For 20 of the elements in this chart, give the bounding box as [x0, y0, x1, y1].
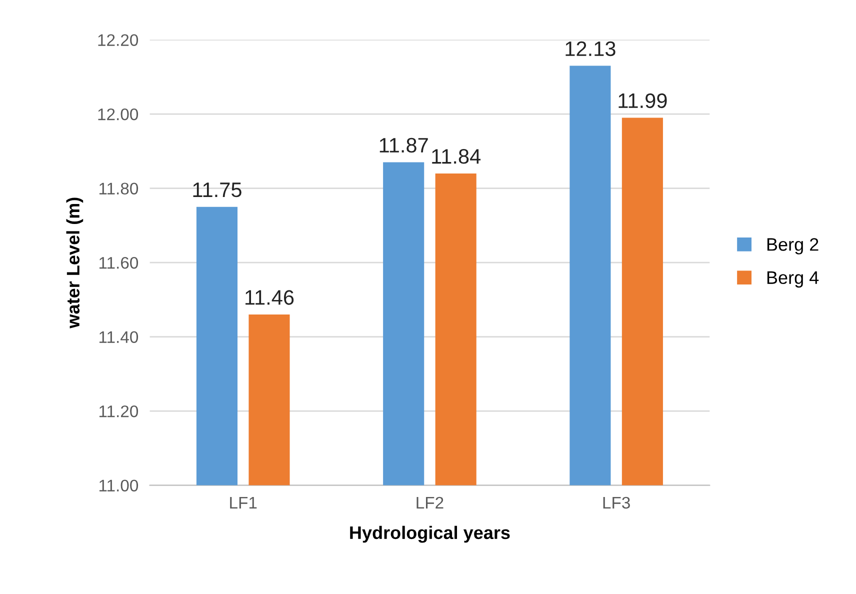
y-tick-label: 12.00 — [98, 108, 138, 120]
y-tick-label: 11.80 — [99, 182, 138, 194]
data-label: 11.87 — [380, 138, 428, 153]
x-tick-label: LF2 — [416, 496, 444, 508]
y-tick-label: 11.00 — [99, 480, 138, 492]
data-label: 11.99 — [618, 93, 667, 108]
data-label: 12.13 — [566, 41, 616, 56]
x-tick-label: LF3 — [603, 496, 630, 509]
legend-label: Berg 4 — [767, 271, 819, 288]
data-label: 11.75 — [193, 182, 242, 198]
y-tick-label: 12.20 — [98, 34, 138, 46]
data-label: 11.84 — [432, 149, 481, 164]
x-axis-title: Hydrological years — [350, 526, 510, 543]
y-axis-title: water Level (m) — [66, 198, 84, 328]
legend-label: Berg 2 — [767, 238, 818, 254]
y-tick-label: 11.60 — [99, 256, 138, 269]
x-tick-label: LF1 — [230, 497, 257, 508]
y-tick-label: 11.40 — [99, 331, 138, 343]
y-tick-label: 11.20 — [99, 405, 138, 418]
data-label: 11.46 — [246, 290, 294, 305]
